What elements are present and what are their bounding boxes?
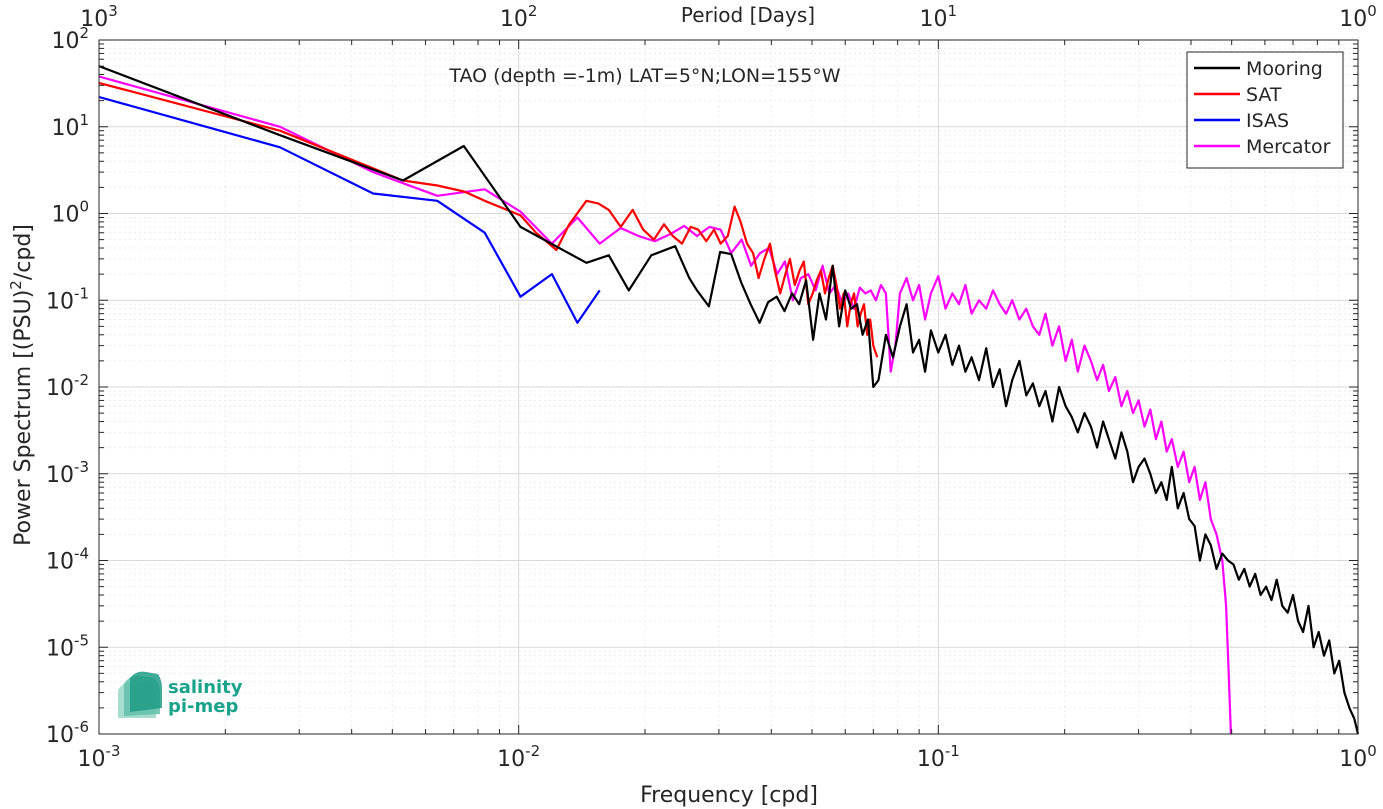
chart-title: TAO (depth =-1m) LAT=5°N;LON=155°W — [448, 65, 840, 87]
legend-label-mercator: Mercator — [1246, 136, 1331, 158]
logo-text-line2: pi-mep — [168, 696, 238, 717]
y-tick-label: 10-1 — [46, 284, 89, 314]
top-tick-label: 100 — [1339, 2, 1377, 32]
y-tick-label: 102 — [51, 24, 89, 54]
legend-box — [1186, 51, 1344, 169]
series-line-sat — [98, 81, 879, 358]
top-tick-label: 102 — [500, 2, 538, 32]
y-tick-label: 10-3 — [46, 458, 89, 488]
series-line-mercator — [98, 75, 1232, 735]
series-line-mooring — [98, 65, 1360, 735]
y-axis-label: Power Spectrum [(PSU)2/cpd] — [7, 224, 36, 546]
legend: Mooring SAT ISAS Mercator — [1186, 51, 1344, 169]
x-tick-label: 10-2 — [497, 742, 540, 772]
top-axis-label: Period [Days] — [681, 3, 815, 27]
x-axis-label: Frequency [cpd] — [640, 783, 818, 808]
x-tick-label: 100 — [1339, 742, 1377, 772]
logo-text-line1: salinity — [168, 677, 243, 698]
legend-label-isas: ISAS — [1246, 110, 1289, 132]
y-tick-label: 101 — [51, 111, 89, 141]
top-tick-label: 101 — [920, 2, 958, 32]
series-line-isas — [98, 95, 601, 324]
grid-lines — [99, 40, 1358, 734]
x-tick-label: 10-3 — [78, 742, 121, 772]
tick-marks — [98, 40, 1358, 735]
y-tick-label: 10-4 — [46, 545, 89, 575]
y-tick-label: 10-6 — [46, 718, 89, 748]
series-layer — [98, 65, 1360, 735]
y-tick-label: 10-2 — [46, 371, 89, 401]
logo-wave-icon — [118, 671, 162, 718]
y-tick-label: 100 — [51, 198, 89, 228]
x-tick-label: 10-1 — [917, 742, 960, 772]
legend-label-mooring: Mooring — [1246, 58, 1323, 80]
salinity-pi-mep-logo: salinity pi-mep — [118, 671, 243, 718]
legend-label-sat: SAT — [1246, 84, 1282, 106]
y-tick-label: 10-5 — [46, 631, 89, 661]
top-tick-label: 103 — [80, 2, 118, 32]
